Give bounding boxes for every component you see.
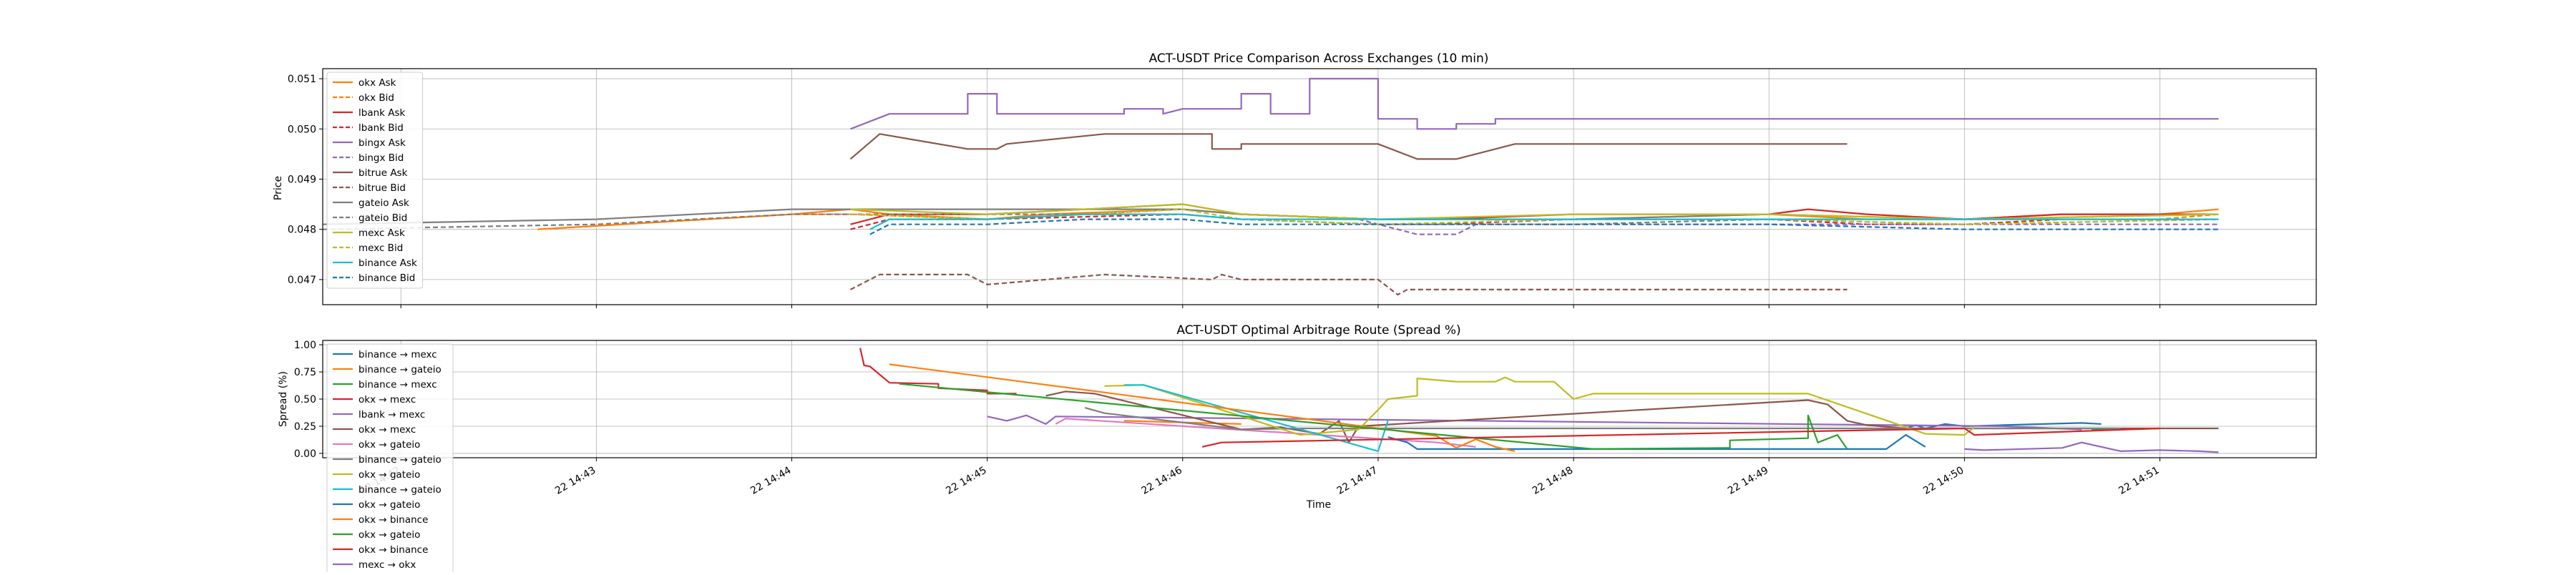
legend-label: binance → mexc [358,349,437,360]
legend: okx Ask okx Bid lbank Ask lbank Bid bingx As… [326,72,423,289]
plot-frame [322,68,2317,305]
y-tick-label: 0.75 [294,367,316,378]
legend-label: lbank Ask [358,107,406,119]
chart-title: ACT-USDT Price Comparison Across Exchang… [1149,51,1489,66]
series-line-okx-to-mexc [1045,390,2219,443]
legend-label: binance → mexc [358,379,437,390]
legend-label: gateio Bid [358,212,407,224]
legend-label: lbank → mexc [358,409,425,421]
legend-label: binance Bid [358,272,415,284]
series-line-okx-to-gateio [1055,418,1476,448]
series-line-mexc-to-okx [1964,441,2219,453]
legend-label: okx → gateio [358,469,420,481]
series-line-bingx-ask [850,77,2219,130]
y-tick-label: 0.25 [294,421,316,433]
legend-box [326,343,454,575]
y-tick-label: 0.50 [294,394,316,406]
legend-label: binance → gateio [358,484,441,496]
legend-label: okx → gateio [358,529,420,541]
legend-label: binance → gateio [358,454,441,466]
series-line-lbank-to-mexc [987,414,2082,431]
legend-label: mexc → okx [358,559,416,571]
legend-label: binance → gateio [358,364,441,375]
y-axis-label: Spread (%) [278,371,289,427]
legend-label: lbank Bid [358,122,404,134]
series-line-bitrue-ask [849,133,1848,160]
legend-label: bingx Bid [358,152,404,164]
legend-box [326,72,423,289]
series-line-okx-to-binance [889,363,1516,452]
series-line-okx-to-gateio [899,383,1848,451]
price-comparison-chart: ACT-USDT Price Comparison Across Exchang… [273,51,2317,308]
legend-label: bingx Ask [358,137,406,149]
legend-label: binance Ask [358,257,417,269]
legend-label: okx Bid [358,92,394,104]
legend-label: okx → mexc [358,394,416,406]
legend: binance → mexc binance → gateio binance → … [326,343,454,575]
y-tick-label: 0.047 [288,275,316,286]
y-tick-label: 0.00 [294,448,316,460]
y-tick-label: 0.050 [288,124,316,135]
series-line-mexc-bid [850,208,2219,225]
series-line-binance-bid [869,218,2219,235]
y-tick-label: 1.00 [294,340,316,351]
legend-label: gateio Ask [358,197,409,209]
chart-title: ACT-USDT Optimal Arbitrage Route (Spread… [1176,323,1460,338]
legend-label: okx Ask [358,77,396,89]
legend-label: okx → gateio [358,499,420,511]
legend-label: okx → binance [358,544,428,556]
legend-label: mexc Ask [358,227,405,239]
series-line-bitrue-bid [849,273,1848,296]
series-line-binance-ask [869,213,2219,230]
y-axis-label: Price [273,176,284,200]
legend-label: mexc Bid [358,242,403,254]
legend-label: bitrue Ask [358,167,408,179]
series-line-bingx-bid [1358,218,2219,235]
legend-label: bitrue Bid [358,182,406,194]
x-axis-label: Time [1306,499,1331,511]
series-line-binance-to-gateio [1084,407,2121,431]
series-line-okx-to-binance [1201,427,2160,448]
y-tick-label: 0.049 [288,174,316,185]
legend-label: okx → binance [358,514,428,526]
legend-label: okx → mexc [358,424,416,436]
series-line-okx-to-gateio [1104,376,1975,436]
legend-label: okx → gateio [358,439,420,451]
plot-frame [322,340,2317,458]
y-tick-label: 0.051 [288,74,316,85]
y-tick-label: 0.048 [288,225,316,236]
